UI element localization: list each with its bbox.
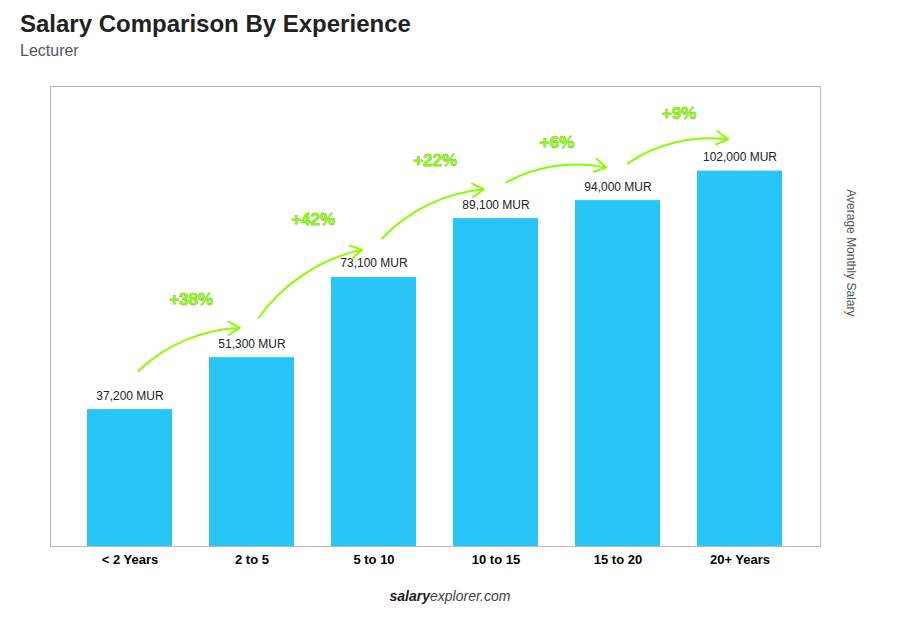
svg-text:< 2 Years: < 2 Years: [102, 552, 159, 567]
svg-text:+42%: +42%: [291, 210, 335, 229]
svg-text:2 to 5: 2 to 5: [235, 552, 269, 567]
svg-text:89,100 MUR: 89,100 MUR: [462, 198, 530, 212]
svg-text:+6%: +6%: [540, 133, 575, 152]
svg-text:73,100 MUR: 73,100 MUR: [340, 256, 408, 270]
svg-text:+38%: +38%: [169, 290, 213, 309]
svg-text:94,000 MUR: 94,000 MUR: [584, 180, 652, 194]
svg-text:20+ Years: 20+ Years: [710, 552, 770, 567]
svg-text:15 to 20: 15 to 20: [594, 552, 642, 567]
svg-text:102,000 MUR: 102,000 MUR: [703, 150, 777, 164]
svg-text:10 to 15: 10 to 15: [472, 552, 520, 567]
svg-text:51,300 MUR: 51,300 MUR: [218, 337, 286, 351]
html-text:Salary Comparison By Experienc: Salary Comparison By Experience: [20, 10, 411, 37]
svg-text:+22%: +22%: [413, 151, 457, 170]
html-text:salary explorer.com: salary explorer.com: [389, 588, 511, 604]
svg-text:+9%: +9%: [662, 104, 697, 123]
svg-text:5 to 10: 5 to 10: [353, 552, 394, 567]
svg-text:Average Monthly Salary: Average Monthly Salary: [844, 189, 858, 316]
html-text:Lecturer: Lecturer: [20, 42, 79, 59]
svg-text:37,200 MUR: 37,200 MUR: [96, 389, 164, 403]
